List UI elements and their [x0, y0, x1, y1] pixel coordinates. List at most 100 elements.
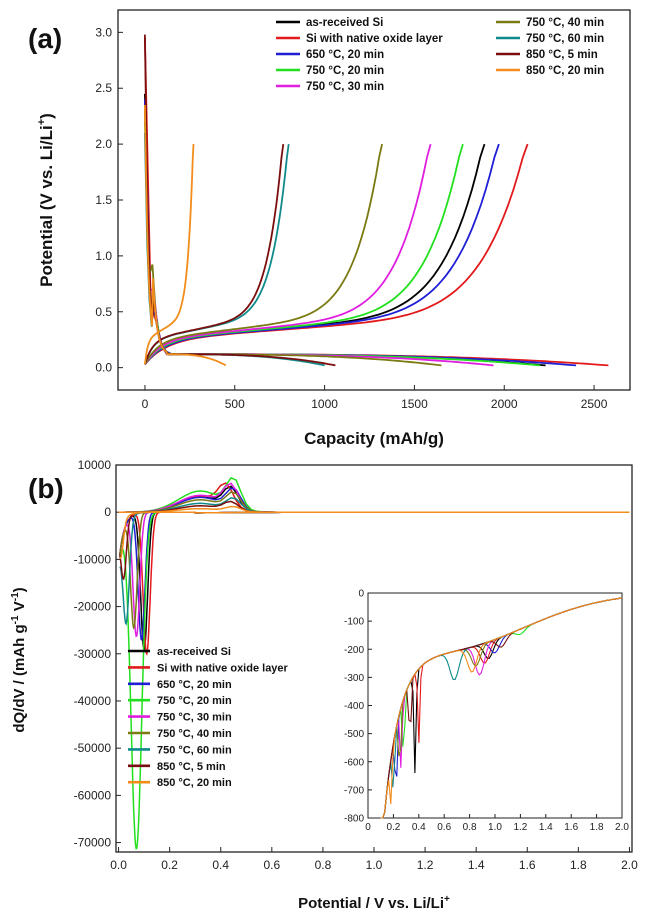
panel-a-label: (a)	[28, 23, 62, 54]
panel-a-charge-curve-as-received-si	[144, 143, 486, 365]
inset-x-tick-label: 0.8	[463, 822, 477, 833]
panel-a-charge-curve-850-c-5-min	[144, 143, 285, 365]
panel-b: 0.0 0.2 0.4 0.6 0.8 1.0 1.2 1.4 1.6 1.8 2.0100000-…	[10, 458, 638, 912]
inset-y-tick-label: 0	[358, 589, 364, 600]
panel-b-x-tick-label: 0.8	[315, 858, 332, 872]
panel-b-y-tick-label: -60000	[74, 788, 112, 802]
panel-a-charge-curve-850-c-20-min	[144, 144, 195, 365]
inset-x-tick-label: 0	[365, 822, 371, 833]
panel-a-x-axis-label: Capacity (mAh/g)	[304, 429, 444, 448]
panel-a-legend-label: 650 °C, 20 min	[306, 49, 384, 61]
panel-a-charge-curve-750-c-40-min	[144, 143, 383, 365]
panel-b-legend-label: 850 °C, 20 min	[157, 777, 232, 789]
panel-b-y-tick-label: -70000	[74, 836, 112, 850]
panel-b-x-tick-label: 0.6	[263, 858, 280, 872]
panel-b-ticks: 0.0 0.2 0.4 0.6 0.8 1.0 1.2 1.4 1.6 1.8 2.0100000-…	[74, 458, 638, 872]
panel-a-charge-curve-750-c-30-min	[144, 143, 432, 365]
panel-a-x-tick-label: 1500	[401, 397, 428, 411]
panel-a-legend-label: 750 °C, 60 min	[526, 33, 604, 45]
inset-x-tick-label: 0.6	[437, 822, 451, 833]
panel-b-x-tick-label: 1.4	[468, 858, 485, 872]
panel-a-y-tick-label: 2.0	[95, 137, 112, 151]
inset-x-tick-label: 0.4	[412, 822, 426, 833]
panel-b-y-tick-label: -10000	[74, 552, 112, 566]
panel-a-curves	[144, 34, 609, 367]
inset-frame	[367, 592, 623, 819]
inset-x-tick-label: 1.8	[590, 822, 604, 833]
panel-b-legend-label: 750 °C, 30 min	[157, 712, 232, 724]
panel-b-curves	[118, 476, 630, 851]
panel-a-charge-curve-650-c-20-min	[144, 143, 500, 365]
panel-b-y-tick-label: -40000	[74, 694, 112, 708]
panel-b-y-tick-label: 10000	[78, 458, 112, 472]
panel-a-legend-label: 850 °C, 20 min	[526, 65, 604, 77]
panel-b-x-tick-label: 0.2	[161, 858, 178, 872]
panel-b-x-axis-label: Potential / V vs. Li/Li+	[298, 894, 450, 912]
panel-b-legend-label: 650 °C, 20 min	[157, 679, 232, 691]
panel-b-legend-label: Si with native oxide layer	[157, 662, 289, 674]
panel-b-legend: as-received Si Si with native oxide layer…	[128, 646, 289, 789]
panel-b-y-tick-label: -50000	[74, 741, 112, 755]
inset-x-tick-label: 1.0	[488, 822, 502, 833]
panel-a-discharge-curve-850-c-20-min	[144, 104, 227, 367]
inset-x-tick-label: 0.2	[386, 822, 400, 833]
inset-y-tick-label: -300	[344, 673, 364, 684]
panel-a-y-tick-label: 0.5	[95, 305, 112, 319]
panel-b-x-tick-label: 1.8	[570, 858, 587, 872]
panel-b-inset: 0 0.2 0.4 0.6 0.8 1.0 1.2 1.4 1.6 1.8 2.0 0 -100 -200…	[344, 589, 629, 834]
inset-y-tick-label: -500	[344, 729, 364, 740]
panel-b-x-tick-label: 1.6	[519, 858, 536, 872]
inset-y-tick-label: -800	[344, 814, 364, 825]
panel-b-legend-label: 750 °C, 40 min	[157, 728, 232, 740]
panel-b-y-axis-label: dQ/dV / (mAh g-1 V-1)	[10, 587, 28, 732]
panel-a-charge-curve-si-with-native-oxide-layer	[144, 143, 529, 365]
panel-a-legend-label: as-received Si	[306, 17, 383, 29]
panel-b-oxidation-curve-850-c-20-min	[118, 505, 630, 513]
panel-a-legend-label: 750 °C, 40 min	[526, 17, 604, 29]
inset-x-tick-label: 1.6	[564, 822, 578, 833]
inset-y-tick-label: -100	[344, 617, 364, 628]
inset-x-tick-label: 2.0	[615, 822, 629, 833]
inset-y-tick-label: -600	[344, 757, 364, 768]
panel-b-x-tick-label: 2.0	[621, 858, 638, 872]
panel-a-x-tick-label: 0	[142, 397, 149, 411]
panel-b-legend-label: as-received Si	[157, 646, 231, 658]
panel-a-legend-label: 750 °C, 20 min	[306, 65, 384, 77]
panel-a-y-tick-label: 3.0	[95, 25, 112, 39]
panel-a-legend-label: 850 °C, 5 min	[526, 49, 598, 61]
panel-b-y-tick-label: 0	[104, 505, 111, 519]
inset-x-tick-label: 1.2	[513, 822, 527, 833]
inset-curve-850-c-20-min	[380, 597, 623, 819]
panel-b-reduction-curve-850-c-5-min	[119, 511, 630, 581]
inset-y-tick-label: -400	[344, 701, 364, 712]
panel-a: 0 500 1000 1500 2000 2500 0.0 0.5 1.0 1.5 2.0 2.5 3.…	[28, 9, 631, 448]
panel-a-ticks: 0 500 1000 1500 2000 2500 0.0 0.5 1.0 1.5 2.0 2.5 3.…	[95, 25, 607, 411]
inset-x-tick-label: 1.4	[539, 822, 553, 833]
panel-b-x-tick-label: 0.0	[110, 858, 127, 872]
panel-b-x-tick-label: 1.0	[366, 858, 383, 872]
panel-b-y-tick-label: -30000	[74, 647, 112, 661]
panel-a-x-tick-label: 1000	[311, 397, 338, 411]
panel-a-legend: as-received Si Si with native oxide layer…	[276, 17, 604, 93]
panel-a-y-axis-label: Potential (V vs. Li/Li+)	[36, 113, 56, 287]
panel-a-y-tick-label: 2.5	[95, 81, 112, 95]
panel-a-x-tick-label: 500	[225, 397, 245, 411]
panel-a-x-tick-label: 2500	[581, 397, 608, 411]
panel-a-y-tick-label: 1.5	[95, 193, 112, 207]
panel-a-x-tick-label: 2000	[491, 397, 518, 411]
panel-a-y-tick-label: 0.0	[95, 361, 112, 375]
panel-b-x-tick-label: 1.2	[417, 858, 434, 872]
panel-a-discharge-curve-650-c-20-min	[144, 99, 577, 367]
panel-b-legend-label: 750 °C, 20 min	[157, 695, 232, 707]
panel-a-y-tick-label: 1.0	[95, 249, 112, 263]
panel-b-reduction-curve-850-c-20-min	[119, 511, 630, 560]
panel-a-legend-label: 750 °C, 30 min	[306, 81, 384, 93]
inset-y-tick-label: -700	[344, 785, 364, 796]
inset-y-tick-label: -200	[344, 645, 364, 656]
panel-b-legend-label: 850 °C, 5 min	[157, 761, 226, 773]
panel-b-x-tick-label: 0.4	[212, 858, 229, 872]
panel-a-legend-label: Si with native oxide layer	[306, 33, 443, 45]
panel-b-label: (b)	[28, 473, 64, 504]
panel-b-legend-label: 750 °C, 60 min	[157, 744, 232, 756]
